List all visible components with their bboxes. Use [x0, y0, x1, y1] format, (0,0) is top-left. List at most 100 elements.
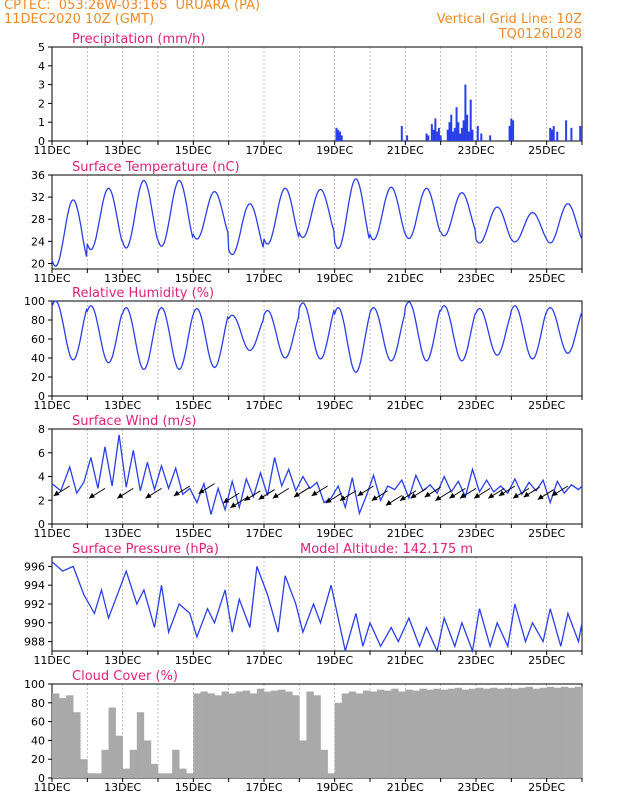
precip-bar [425, 133, 428, 141]
wind-arrow-head [460, 492, 466, 499]
cloud-bar [306, 691, 314, 778]
wind-arrow-head [410, 492, 417, 499]
y-tick-label: 8 [38, 423, 45, 436]
cloud-bar [525, 686, 533, 778]
x-tick-label: 19DEC [316, 144, 353, 157]
cloud-bar [66, 695, 74, 778]
wind-arrow [293, 486, 311, 498]
cloud-bar [490, 687, 498, 778]
precip-bar [437, 127, 440, 141]
panel-title: Surface Temperature (nC) [72, 160, 240, 175]
y-tick-label: 0 [38, 135, 45, 148]
y-tick-label: 992 [24, 598, 45, 611]
cloud-bar [412, 690, 420, 778]
cloud-bar [129, 749, 138, 778]
y-tick-label: 20 [31, 371, 45, 384]
x-tick-label: 11DEC [33, 781, 70, 794]
cloud-bar [186, 773, 194, 778]
station-header: CPTEC: 053:26W-03:16S URUARA (PA) [4, 0, 261, 13]
y-tick-label: 40 [31, 352, 45, 365]
panel-precip [48, 46, 583, 145]
cloud-bar [221, 691, 229, 778]
y-tick-label: 24 [31, 235, 45, 248]
cloud-bar [256, 688, 265, 778]
wind-arrow [311, 485, 328, 497]
y-tick-label: 36 [31, 169, 45, 182]
cloud-bar [242, 690, 251, 778]
precip-bar [452, 131, 455, 141]
y-tick-label: 4 [38, 471, 45, 484]
precip-bar [460, 127, 463, 141]
wind-arrow-head [230, 502, 237, 508]
cloud-bar [87, 773, 95, 778]
panel-frame [51, 428, 583, 525]
precip-bar [446, 129, 449, 141]
cloud-bar [228, 693, 237, 778]
panel-title: Precipitation (mm/h) [72, 32, 205, 47]
wind-arrow-head [293, 491, 300, 498]
cloud-bar [440, 689, 449, 778]
x-tick-label: 17DEC [245, 399, 282, 412]
wind-arrow [551, 485, 569, 497]
precip-bar [453, 127, 456, 141]
wind-arrow-head [498, 490, 505, 496]
wind-arrow-head [357, 490, 364, 496]
panel-title: Relative Humidity (%) [72, 286, 214, 301]
wind-arrow [449, 487, 466, 499]
y-tick-label: 3 [38, 79, 45, 92]
cloud-bar [165, 773, 173, 778]
wind-arrow-head [449, 492, 456, 499]
wind-arrow-head [198, 488, 205, 494]
panel-frame [51, 300, 583, 397]
cloud-bar [574, 686, 583, 778]
precip-bar [450, 114, 453, 141]
cloud-bar [532, 688, 540, 778]
cloud-bar [504, 687, 512, 778]
x-tick-label: 21DEC [387, 654, 424, 667]
x-tick-label: 23DEC [457, 781, 494, 794]
x-tick-label: 25DEC [528, 527, 565, 540]
cloud-bar [101, 749, 109, 778]
cloud-bar [73, 712, 81, 778]
y-tick-label: 100 [24, 678, 45, 691]
cloud-bar [454, 687, 463, 778]
cloud-bar [179, 768, 187, 778]
wind-arrow-head [537, 494, 544, 500]
date-header: 11DEC2020 10Z (GMT) [4, 12, 155, 27]
wind-arrow [117, 487, 134, 499]
panel-frame [51, 46, 583, 142]
y-tick-label: 32 [31, 191, 45, 204]
cloud-bar [398, 691, 406, 778]
x-tick-label: 13DEC [104, 272, 141, 285]
cloud-bar [207, 693, 215, 778]
cloud-bar [278, 689, 286, 778]
cloud-bar [193, 693, 201, 778]
cloud-bar [518, 687, 526, 778]
cloud-bar [447, 688, 456, 778]
x-tick-label: 17DEC [245, 272, 282, 285]
precip-bar [338, 131, 341, 141]
x-tick-label: 15DEC [175, 527, 212, 540]
y-tick-label: 80 [31, 314, 45, 327]
x-tick-label: 21DEC [387, 781, 424, 794]
wind-arrow [357, 485, 374, 497]
cloud-bar [235, 691, 244, 778]
wind-arrow-head [223, 497, 230, 504]
y-tick-label: 994 [24, 579, 45, 592]
x-tick-label: 19DEC [316, 527, 353, 540]
wind-arrow-head [523, 491, 530, 498]
cloud-bar [143, 740, 152, 778]
y-tick-label: 996 [24, 560, 45, 573]
precip-bar [430, 124, 433, 141]
cloud-bar [483, 688, 491, 778]
panel-title: Surface Pressure (hPa) [72, 542, 219, 557]
cloud-bar [341, 693, 350, 778]
wind-arrow [498, 485, 516, 497]
x-tick-label: 11DEC [33, 527, 70, 540]
x-tick-label: 21DEC [387, 272, 424, 285]
precip-bar [337, 129, 340, 141]
wind-arrow [230, 497, 247, 509]
wind-arrow [459, 487, 477, 499]
x-tick-label: 23DEC [457, 527, 494, 540]
